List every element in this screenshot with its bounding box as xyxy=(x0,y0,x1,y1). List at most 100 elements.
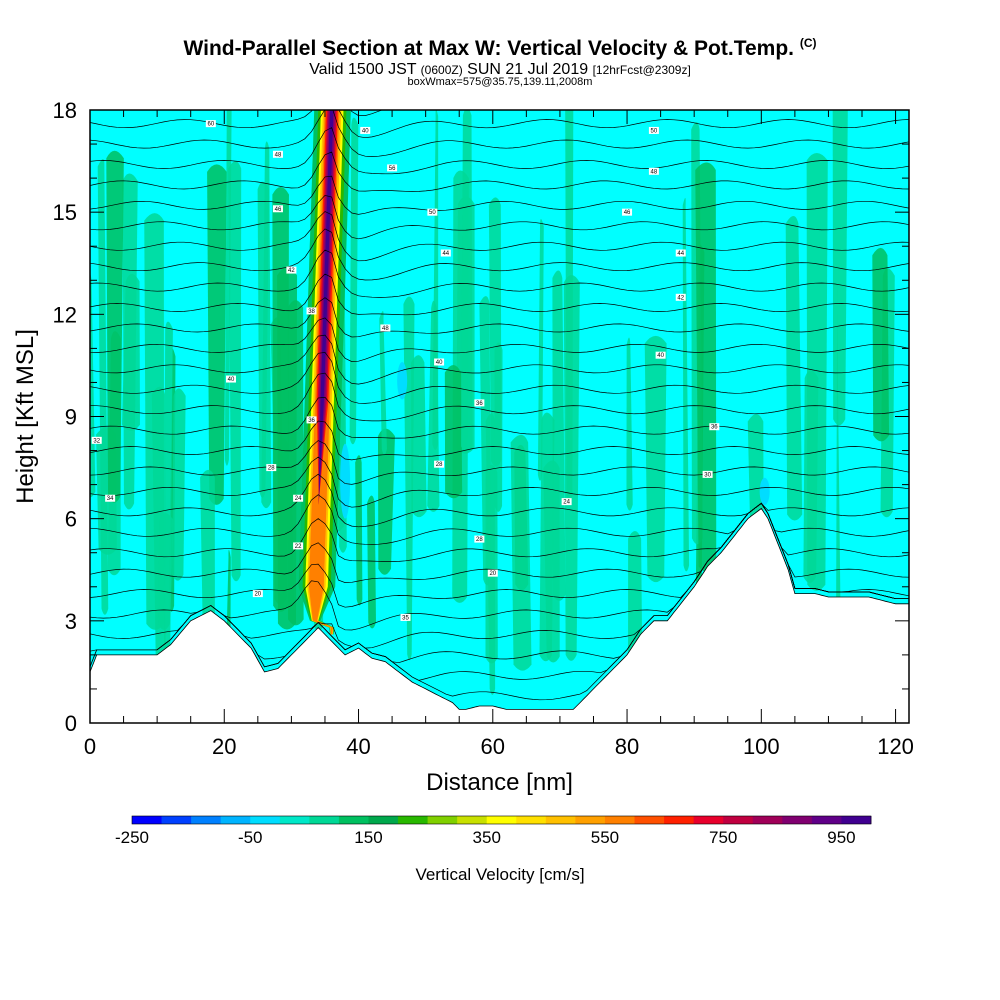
x-tick-label: 120 xyxy=(877,734,914,759)
contour-label-text: 36 xyxy=(476,401,483,407)
y-tick-label: 3 xyxy=(65,609,77,634)
contour-label-text: 46 xyxy=(624,210,631,216)
updraft-band xyxy=(314,110,335,635)
theta-contour xyxy=(90,334,909,385)
velocity-streak xyxy=(832,110,848,426)
velocity-streak xyxy=(488,197,502,467)
theta-contour xyxy=(90,211,909,262)
contour-label: 32 xyxy=(91,436,102,444)
velocity-streak xyxy=(460,110,473,453)
contour-label: 48 xyxy=(380,324,391,332)
velocity-streak xyxy=(682,197,690,572)
contour-label-text: 36 xyxy=(308,418,315,424)
contour-label: 34 xyxy=(105,494,116,502)
contour-label: 48 xyxy=(648,167,659,175)
contour-label-text: 50 xyxy=(429,210,436,216)
downdraft-feature xyxy=(397,362,408,400)
colorbar-swatch xyxy=(693,816,724,824)
colorbar-swatch xyxy=(516,816,547,824)
velocity-streak xyxy=(228,161,242,582)
colorbar-swatch xyxy=(279,816,310,824)
contour-label-text: 28 xyxy=(476,537,483,543)
contour-label: 42 xyxy=(675,293,686,301)
contour-label: 20 xyxy=(252,590,263,598)
colorbar-swatch xyxy=(723,816,754,824)
chart-title: Wind-Parallel Section at Max W: Vertical… xyxy=(0,36,1000,61)
contour-label-text: 38 xyxy=(308,309,315,315)
colorbar-tick-label: 550 xyxy=(591,828,619,847)
velocity-streak xyxy=(367,495,376,629)
theta-contour xyxy=(90,195,909,240)
contour-label: 40 xyxy=(655,351,666,359)
colorbar-swatch xyxy=(604,816,635,824)
velocity-streak xyxy=(355,455,363,606)
contour-label-text: 60 xyxy=(207,122,214,128)
contour-label: 40 xyxy=(434,358,445,366)
contour-label-text: 42 xyxy=(288,268,295,274)
contour-label-text: 40 xyxy=(436,360,443,366)
velocity-streak xyxy=(207,164,227,505)
colorbar-tick-label: 950 xyxy=(827,828,855,847)
contour-label: 36 xyxy=(474,399,485,407)
colorbar-tick-label: 150 xyxy=(354,828,382,847)
colorbar-swatch xyxy=(782,816,813,824)
velocity-streak xyxy=(411,355,427,518)
colorbar-swatch xyxy=(634,816,665,824)
contour-label-text: 56 xyxy=(389,166,396,172)
theta-contour xyxy=(90,127,909,175)
theta-contour xyxy=(90,297,909,338)
colorbar-swatch xyxy=(457,816,488,824)
x-axis: 0 20 40 60 80 100 120 xyxy=(84,110,914,759)
contour-label: 48 xyxy=(272,150,283,158)
velocity-streak xyxy=(510,434,532,671)
contour-label: 36 xyxy=(306,416,317,424)
velocity-streak xyxy=(785,215,803,521)
contour-label: 28 xyxy=(474,535,485,543)
velocity-streak xyxy=(537,219,544,481)
copyright-mark: (C) xyxy=(799,36,817,50)
contour-label: 46 xyxy=(622,208,633,216)
valid-prefix: Valid 1500 JST xyxy=(309,61,417,78)
theta-contour xyxy=(90,151,909,192)
theta-contour xyxy=(90,456,909,508)
contour-label-text: 40 xyxy=(228,377,235,383)
colorbar-tick-label: 750 xyxy=(709,828,737,847)
x-tick-label: 40 xyxy=(346,734,370,759)
colorbar-swatch xyxy=(841,816,872,824)
plot-area: 60 48 46 42 40 38 36 32 34 28 24 22 20 40 56 50 44 48 40 36… xyxy=(90,110,909,723)
contour-labels: 60 48 46 42 40 38 36 32 34 28 24 22 20 40 56 50 44 48 40 36… xyxy=(91,120,720,621)
contour-label-text: 22 xyxy=(295,544,302,550)
contour-label-text: 32 xyxy=(93,438,100,444)
contour-label-text: 46 xyxy=(275,207,282,213)
terrain xyxy=(90,507,909,723)
contour-label-text: 42 xyxy=(677,295,684,301)
y-tick-label: 18 xyxy=(53,98,77,123)
colorbar-swatch xyxy=(338,816,369,824)
contour-label: 42 xyxy=(286,266,297,274)
contour-label-text: 36 xyxy=(711,425,718,431)
colorbar-tick-label: -250 xyxy=(115,828,149,847)
colorbar-swatch xyxy=(664,816,695,824)
contour-label-text: 28 xyxy=(436,462,443,468)
colorbar-swatch xyxy=(545,816,576,824)
velocity-streak xyxy=(163,321,173,692)
colorbar-swatch xyxy=(250,816,281,824)
contour-label: 40 xyxy=(360,126,371,134)
contour-label-text: 50 xyxy=(651,128,658,134)
valid-date: SUN 21 Jul 2019 xyxy=(467,61,589,78)
contour-label: 28 xyxy=(266,464,277,472)
velocity-streak xyxy=(379,311,387,455)
downdraft-feature xyxy=(340,443,351,519)
chart-title-text: Wind-Parallel Section at Max W: Vertical… xyxy=(183,37,794,60)
contour-label: 30 xyxy=(702,470,713,478)
x-tick-label: 20 xyxy=(212,734,236,759)
contour-label: 50 xyxy=(427,208,438,216)
colorbar-swatch xyxy=(132,816,162,824)
contour-label-text: 44 xyxy=(677,251,684,257)
y-tick-label: 12 xyxy=(53,302,77,327)
contour-label: 46 xyxy=(272,205,283,213)
theta-contours xyxy=(90,110,909,701)
contour-label: 28 xyxy=(434,460,445,468)
